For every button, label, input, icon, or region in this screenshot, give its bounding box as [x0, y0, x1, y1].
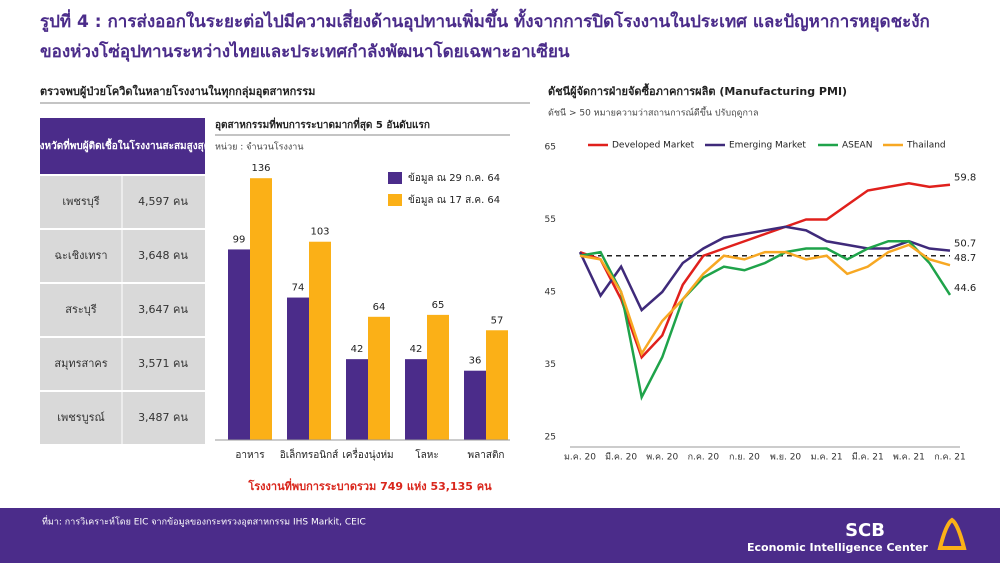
table-cell: สระบุรี [65, 303, 97, 316]
x-tick-label: ก.ย. 20 [729, 453, 760, 463]
data-label: 48.7 [954, 253, 976, 264]
x-tick-label: มี.ค. 20 [605, 452, 637, 463]
table-cell: 3,487 คน [138, 411, 188, 424]
title: ของห่วงโซ่อุปทานระหว่างไทยและประเทศกำลัง… [40, 41, 570, 62]
bar [368, 316, 390, 440]
summary: โรงงานที่พบการระบาดรวม 749 แห่ง 53,135 ค… [247, 478, 492, 493]
line [579, 243, 951, 357]
table-cell: 3,571 คน [138, 357, 188, 370]
logo-icon [937, 517, 967, 550]
legend-label: ASEAN [842, 141, 872, 151]
x-tick-label: พ.ค. 21 [893, 453, 925, 463]
data-label: 103 [310, 227, 329, 238]
title: รูปที่ 4 : การส่งออกในระยะต่อไปมีความเสี… [40, 8, 930, 33]
x-tick-label: ก.ค. 21 [934, 453, 966, 463]
bar [486, 330, 508, 440]
x-tick-label: อาหาร [235, 450, 265, 461]
line [578, 225, 951, 313]
x-tick-label: เครื่องนุ่งห่ม [342, 447, 393, 461]
data-label: 57 [491, 315, 504, 326]
legend-label: Emerging Market [729, 141, 806, 151]
legend-label: ข้อมูล ณ 17 ส.ค. 64 [408, 194, 500, 206]
data-label: 42 [410, 344, 423, 355]
data-label: 64 [373, 302, 386, 313]
legend-label: Thailand [906, 141, 946, 151]
table-cell: สมุทรสาคร [54, 357, 107, 370]
x-tick-label: ม.ค. 21 [811, 453, 843, 463]
bar [228, 249, 250, 440]
table-cell: 3,648 คน [138, 249, 188, 262]
y-tick-label: 55 [545, 215, 556, 225]
y-tick-label: 45 [545, 288, 556, 298]
legend-swatch [388, 172, 402, 184]
x-tick-label: อิเล็กทรอนิกส์ [280, 447, 339, 461]
x-tick-label: ม.ค. 20 [564, 453, 596, 463]
x-tick-label: ก.ค. 20 [688, 453, 720, 463]
section-title: ตรวจพบผู้ป่วยโควิดในหลายโรงงานในทุกกลุ่ม… [40, 84, 315, 99]
table-cell: เพชรบุรี [62, 195, 99, 208]
y-tick-label: 25 [545, 433, 556, 443]
chart-subtitle: ดัชนี > 50 หมายความว่าสถานการณ์ดีขึ้น ปร… [548, 106, 758, 119]
bar [250, 178, 272, 440]
bar [309, 241, 331, 440]
y-tick-label: 35 [545, 360, 556, 370]
legend-swatch [388, 194, 402, 206]
y-tick-label: 65 [545, 143, 556, 153]
x-tick-label: พลาสติก [468, 450, 505, 461]
data-label: 59.8 [954, 173, 976, 184]
brand-sub: Economic Intelligence Center [747, 541, 929, 554]
table-header-bg [40, 118, 205, 174]
source: ที่มา: การวิเคราะห์โดย EIC จากข้อมูลของก… [42, 515, 366, 528]
data-label: 42 [351, 344, 364, 355]
legend-label: Developed Market [612, 141, 695, 151]
bar [464, 370, 486, 440]
legend-label: ข้อมูล ณ 29 ก.ค. 64 [408, 172, 500, 184]
x-tick-label: พ.ย. 20 [770, 453, 802, 463]
x-tick-label: พ.ค. 20 [646, 453, 678, 463]
table-cell: ฉะเชิงเทรา [54, 249, 107, 262]
chart-subtitle: หน่วย : จำนวนโรงงาน [215, 142, 304, 153]
data-label: 136 [251, 163, 270, 174]
x-tick-label: มี.ค. 21 [852, 452, 884, 463]
line [579, 240, 952, 401]
x-tick-label: โลหะ [415, 448, 438, 461]
table-cell: เพชรบูรณ์ [57, 411, 104, 424]
data-label: 74 [292, 283, 305, 294]
table-cell: 4,597 คน [138, 195, 188, 208]
bar [287, 297, 309, 440]
data-label: 36 [469, 356, 482, 367]
table-header: จังหวัดที่พบผู้ติดเชื้อในโรงงานสะสมสูงสุ… [34, 138, 210, 153]
line [579, 181, 951, 360]
data-label: 99 [233, 234, 246, 245]
bar [427, 314, 449, 440]
footer-band [0, 508, 1000, 563]
data-label: 50.7 [954, 239, 976, 250]
chart-title: ดัชนีผู้จัดการฝ่ายจัดซื้อภาคการผลิต (Man… [548, 83, 847, 99]
chart-title: อุตสาหกรรมที่พบการระบาดมากที่สุด 5 อันดั… [215, 117, 430, 131]
table-cell: 3,647 คน [138, 303, 188, 316]
bar [405, 359, 427, 440]
data-label: 65 [432, 300, 445, 311]
brand: SCB [845, 520, 885, 541]
bar [346, 359, 368, 440]
data-label: 44.6 [954, 283, 976, 294]
